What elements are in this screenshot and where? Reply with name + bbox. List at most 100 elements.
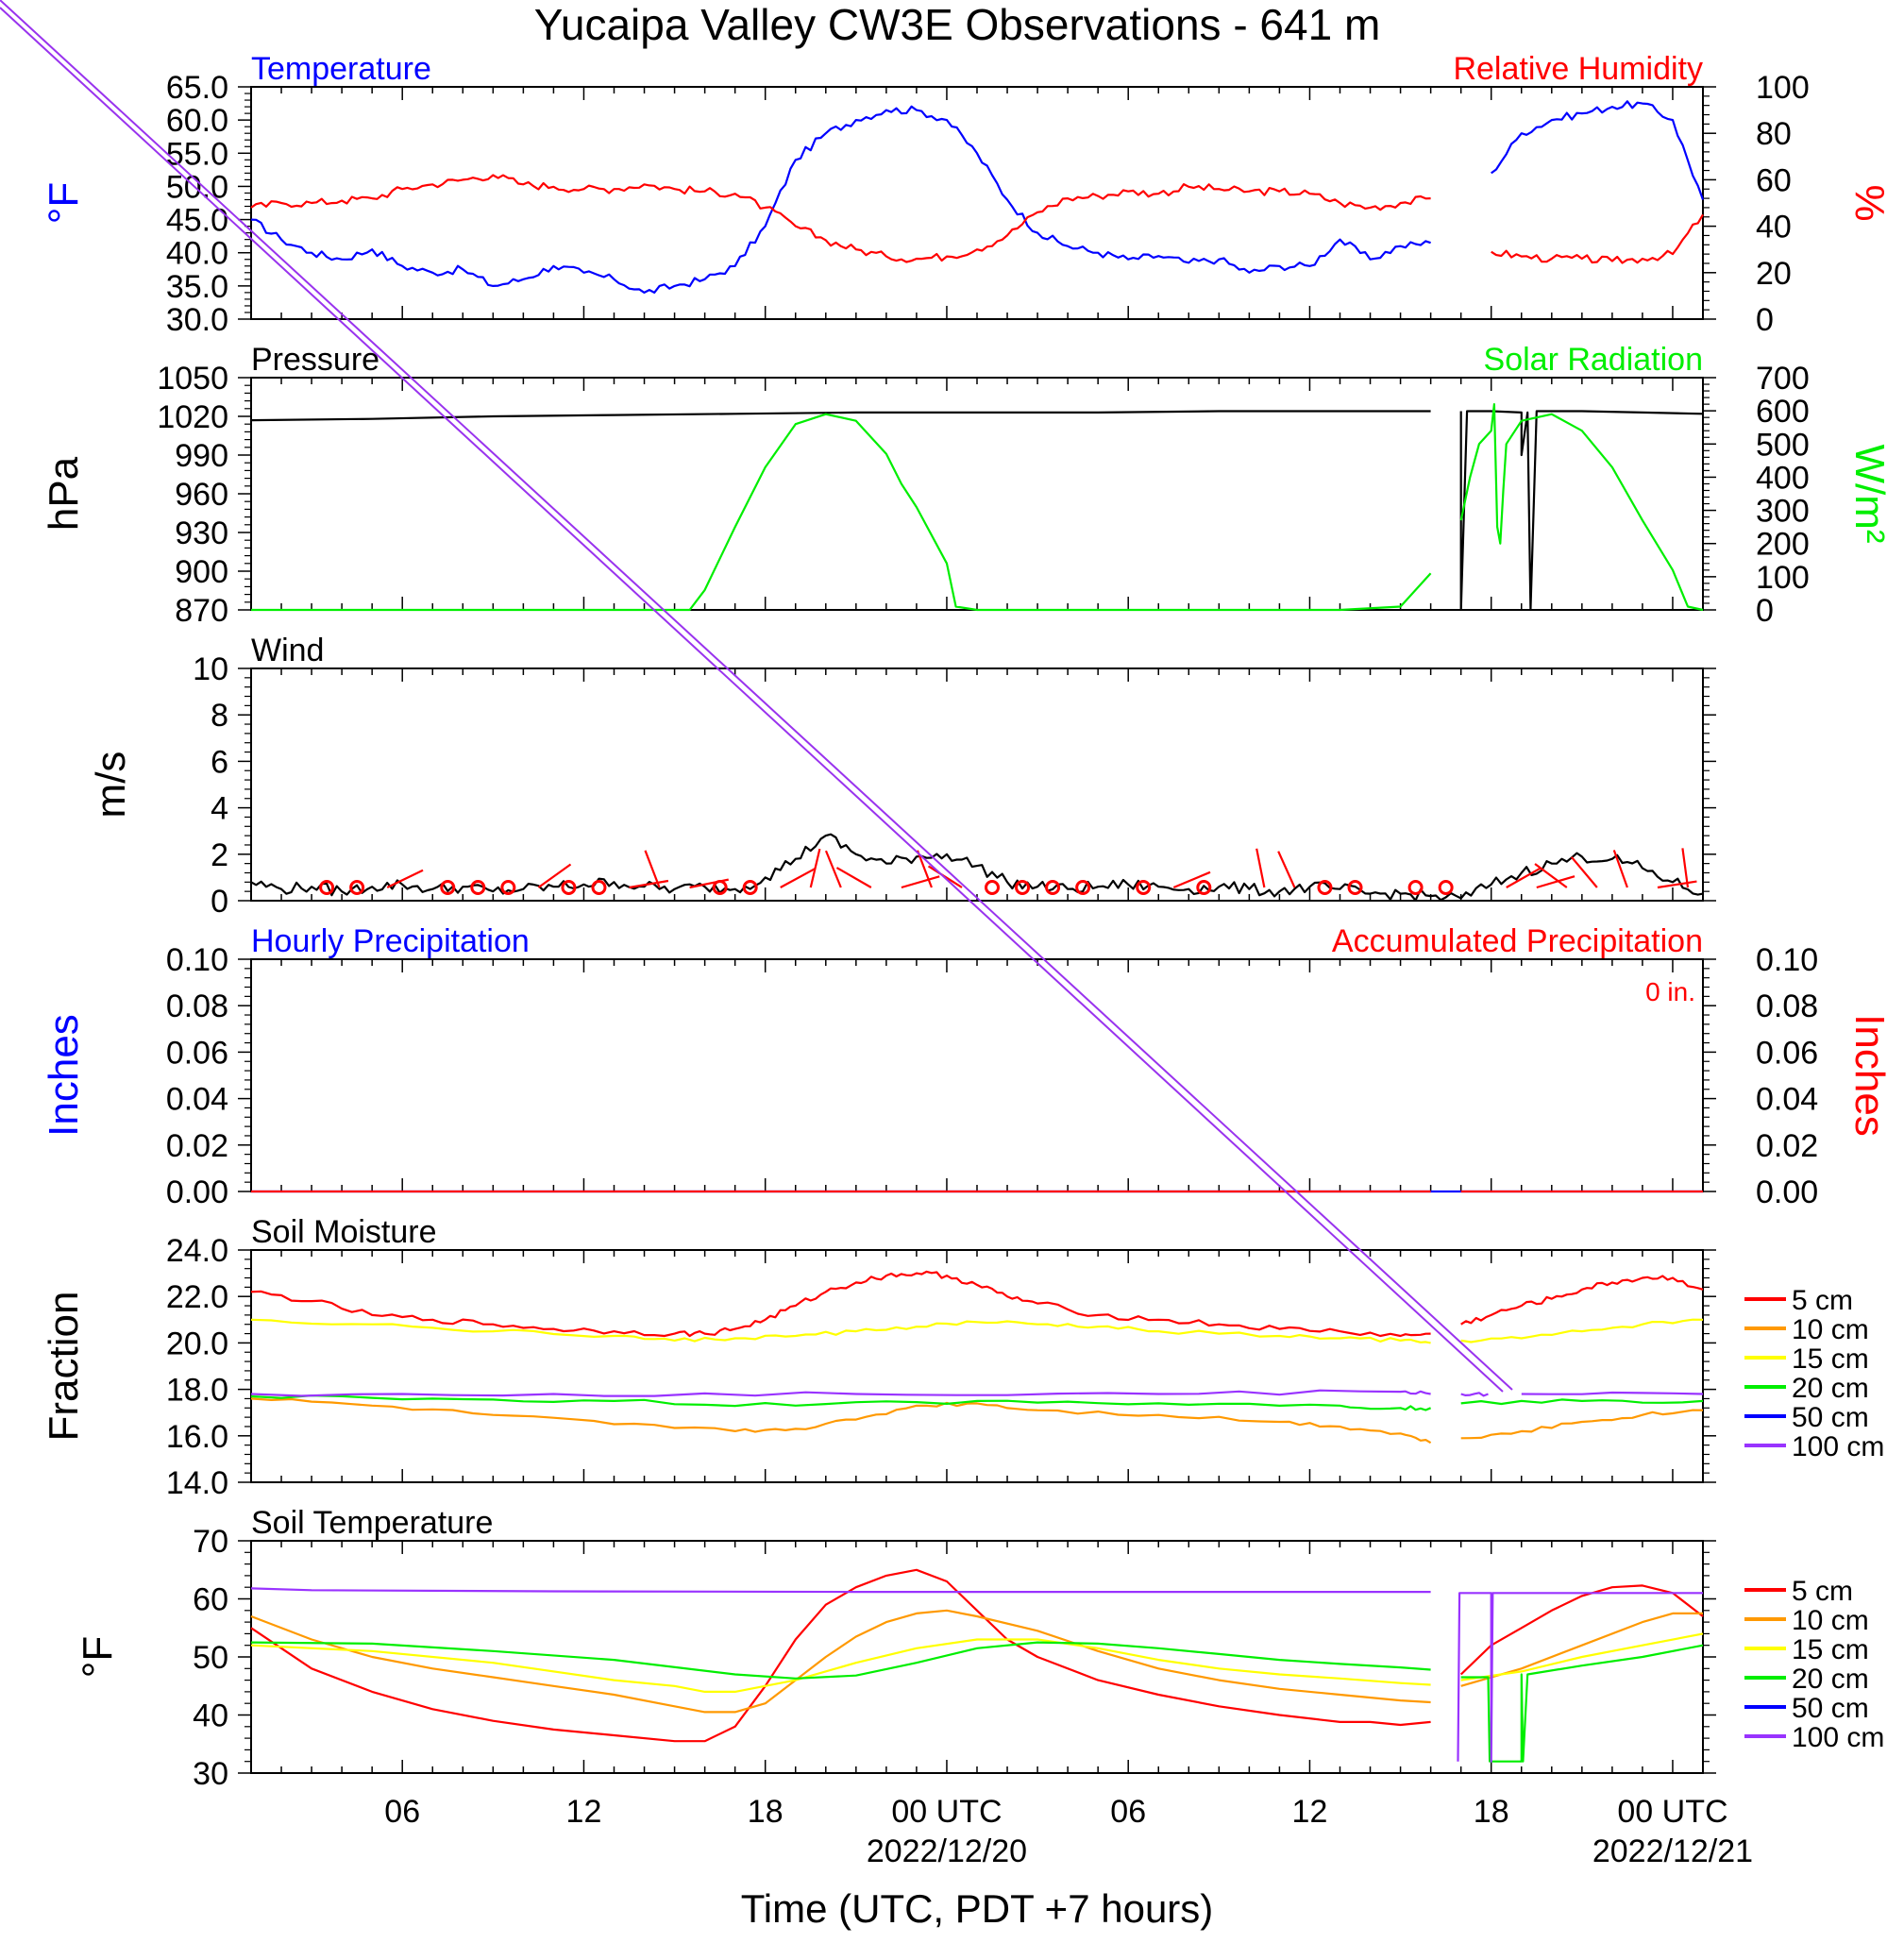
y-tick-label: 2: [211, 837, 228, 873]
series-line: [250, 410, 1704, 612]
y-tick-label-right: 500: [1756, 427, 1810, 463]
wind-calm-marker: [319, 880, 335, 895]
y-tick-label-right: 0: [1756, 302, 1774, 338]
y-tick-label: 4: [211, 791, 228, 827]
series-line: [250, 1397, 1704, 1445]
legend-label: 50 cm: [1792, 1693, 1869, 1724]
y-tick-label: 30.0: [166, 302, 228, 338]
x-tick-label: 06: [384, 1794, 420, 1830]
legend-label: 15 cm: [1792, 1634, 1869, 1665]
y-tick-label: 0.02: [166, 1128, 228, 1164]
legend-label: 50 cm: [1792, 1402, 1869, 1433]
x-date-label: 2022/12/20: [867, 1833, 1027, 1869]
legend-label: 5 cm: [1792, 1576, 1853, 1607]
wind-barb: [537, 863, 572, 888]
chart-title: Yucaipa Valley CW3E Observations - 641 m: [534, 0, 1381, 49]
wind-barb: [1681, 848, 1690, 888]
legend-label: 10 cm: [1792, 1605, 1869, 1636]
y-tick-label: 60: [193, 1582, 228, 1618]
wind-barb: [1172, 870, 1211, 889]
wind-barb: [1536, 875, 1575, 889]
legend-label: 15 cm: [1792, 1343, 1869, 1375]
series-line: [250, 1609, 1703, 1714]
series-line: [250, 1270, 1704, 1338]
panel-frame: [250, 1540, 1704, 1774]
wind-barb: [809, 848, 821, 888]
y-tick-label: 990: [175, 438, 228, 474]
y-tick-label: 1020: [157, 399, 228, 435]
overlay-group: [0, 0, 1513, 1393]
legend-label: 5 cm: [1792, 1285, 1853, 1316]
y-tick-label-right: 100: [1756, 560, 1810, 596]
y-tick-label-right: 60: [1756, 162, 1792, 198]
series-line: [250, 1632, 1704, 1693]
wind-barb: [901, 875, 940, 889]
y-tick-label-right: 0.08: [1756, 988, 1818, 1024]
wind-barb: [916, 850, 933, 888]
panel-wind: 0 2 4 6 8 10 Wind m/s: [88, 633, 1716, 920]
wind-calm-marker: [349, 880, 365, 895]
wind-barb: [1277, 851, 1296, 888]
wind-calm-marker: [470, 880, 486, 895]
y-tick-label-right: 100: [1756, 70, 1810, 106]
legend-label: 10 cm: [1792, 1314, 1869, 1345]
wind-calm-marker: [1045, 880, 1061, 895]
x-tick-label: 12: [1292, 1794, 1328, 1830]
y-tick-label: 35.0: [166, 269, 228, 305]
y-tick-label: 0.10: [166, 942, 228, 978]
panel-left-title: Wind: [251, 633, 324, 668]
wind-barb: [1570, 856, 1598, 888]
wind-barb: [629, 879, 669, 889]
y-tick-label: 0.04: [166, 1082, 228, 1118]
y-tick-label-right: 400: [1756, 460, 1810, 496]
wind-calm-marker: [1407, 880, 1424, 895]
legend-label: 100 cm: [1792, 1722, 1884, 1753]
panel-precip: 0.00 0.02 0.04 0.06 0.08 0.10 0.00 0.02 0.04 0.06…: [41, 923, 1893, 1210]
wind-calm-marker: [1196, 880, 1212, 895]
y-tick-label: 0.00: [166, 1174, 228, 1210]
panel-left-title: Soil Temperature: [251, 1505, 493, 1541]
y-axis-label-left: m/s: [88, 752, 134, 819]
series-line: [250, 174, 1704, 264]
y-axis-label-right: Inches: [1846, 1014, 1893, 1137]
x-tick-label: 18: [1474, 1794, 1509, 1830]
panel-right-title: Solar Radiation: [1484, 342, 1703, 378]
legend-label: 20 cm: [1792, 1664, 1869, 1695]
y-axis-label-left: °F: [41, 182, 87, 224]
wind-barb: [780, 867, 817, 888]
wind-barb: [1657, 880, 1697, 889]
series-line: [250, 1587, 1703, 1763]
legend-label: 20 cm: [1792, 1373, 1869, 1404]
wind-calm-marker: [1136, 880, 1152, 895]
overlay-line: [0, 7, 1504, 1393]
y-axis-label-left: Fraction: [41, 1292, 87, 1442]
y-tick-label: 30: [193, 1756, 228, 1792]
y-tick-label: 70: [193, 1524, 228, 1560]
wind-calm-marker: [742, 880, 758, 895]
y-tick-label: 960: [175, 477, 228, 513]
y-axis-label-right: W/m²: [1846, 444, 1893, 543]
y-tick-label: 1050: [157, 361, 228, 397]
y-tick-label-right: 20: [1756, 256, 1792, 292]
y-tick-label-right: 40: [1756, 210, 1792, 245]
y-tick-label: 60.0: [166, 103, 228, 139]
x-tick-label: 06: [1110, 1794, 1146, 1830]
x-tick-label: 18: [748, 1794, 784, 1830]
y-tick-label: 45.0: [166, 203, 228, 239]
y-tick-label: 50: [193, 1640, 228, 1676]
y-tick-label-right: 0.02: [1756, 1128, 1818, 1164]
wind-calm-marker: [591, 880, 607, 895]
x-tick-label: 00 UTC: [1617, 1794, 1727, 1830]
y-tick-label: 0.06: [166, 1035, 228, 1071]
y-tick-label: 0.08: [166, 988, 228, 1024]
y-tick-label: 40.0: [166, 236, 228, 272]
y-tick-label-right: 0.04: [1756, 1082, 1818, 1118]
series-line: [251, 403, 1704, 612]
panel-temp_rh: 30.035.040.045.050.055.060.065.0 0 20 40 60 8…: [41, 51, 1893, 338]
x-tick-label: 00 UTC: [891, 1794, 1002, 1830]
